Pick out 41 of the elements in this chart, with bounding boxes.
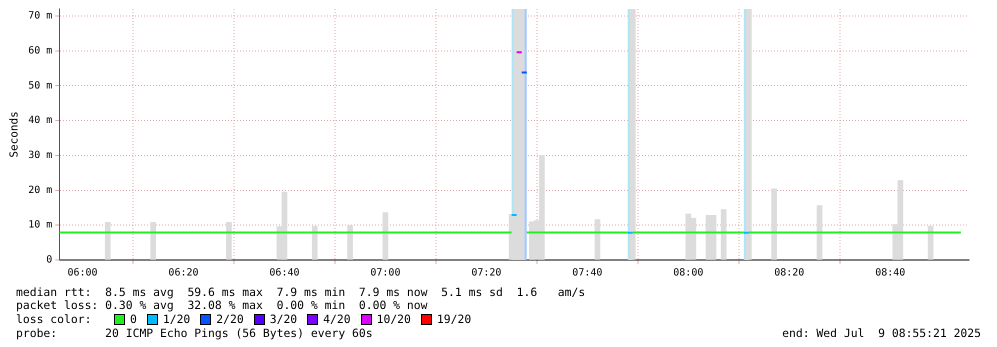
y-tick-label: 60 m [28,45,52,56]
text: packet loss: 0.30 % avg 32.08 % max 0.00 % min 0.00 % now [16,298,428,312]
legend-label: 2/20 [216,312,244,326]
legend-label: 0 [130,312,137,326]
text: end: Wed Jul 9 08:55:21 2025 [782,326,981,340]
bar [594,219,600,260]
x-tick-label: 08:40 [875,268,906,279]
legend-title: loss color: [16,312,92,326]
text: probe: 20 ICMP Echo Pings (56 Bytes) every 60s [16,326,373,340]
y-tick-label: 20 m [28,184,52,196]
x-tick-label: 07:40 [572,268,602,279]
bar [104,222,111,260]
legend-label: 3/20 [270,312,298,326]
bar [928,226,934,260]
bar [771,188,777,260]
bar [150,222,156,260]
legend-label: 19/20 [436,312,472,326]
y-tick-label: 10 m [28,220,52,231]
bar [312,226,318,260]
text: median rtt: 8.5 ms avg 59.6 ms max 7.9 ms min 7.9 ms now 5.1 ms sd 1.6 am/s [16,285,586,299]
y-tick-label: 40 m [28,115,52,126]
x-tick-label: 06:40 [269,268,300,279]
y-tick-label: 30 m [28,150,52,162]
legend-label: 1/20 [162,312,190,326]
y-tick-label: 0 [46,254,52,266]
y-axis-title: Seconds [7,111,20,158]
legend-label: 10/20 [376,312,411,326]
y-tick-label: 70 m [28,10,52,22]
bar [347,225,353,260]
bar [816,205,822,260]
x-tick-label: 07:20 [471,268,502,279]
bar [382,212,388,260]
y-tick-label: 50 m [28,80,52,92]
bar [720,209,726,260]
x-tick-label: 06:20 [168,268,199,279]
bar [226,222,232,260]
legend-label: 4/20 [323,312,351,326]
x-tick-label: 07:00 [370,268,400,279]
x-tick-label: 08:00 [673,268,704,279]
x-tick-label: 08:20 [774,268,804,279]
x-tick-label: 06:00 [67,268,98,279]
